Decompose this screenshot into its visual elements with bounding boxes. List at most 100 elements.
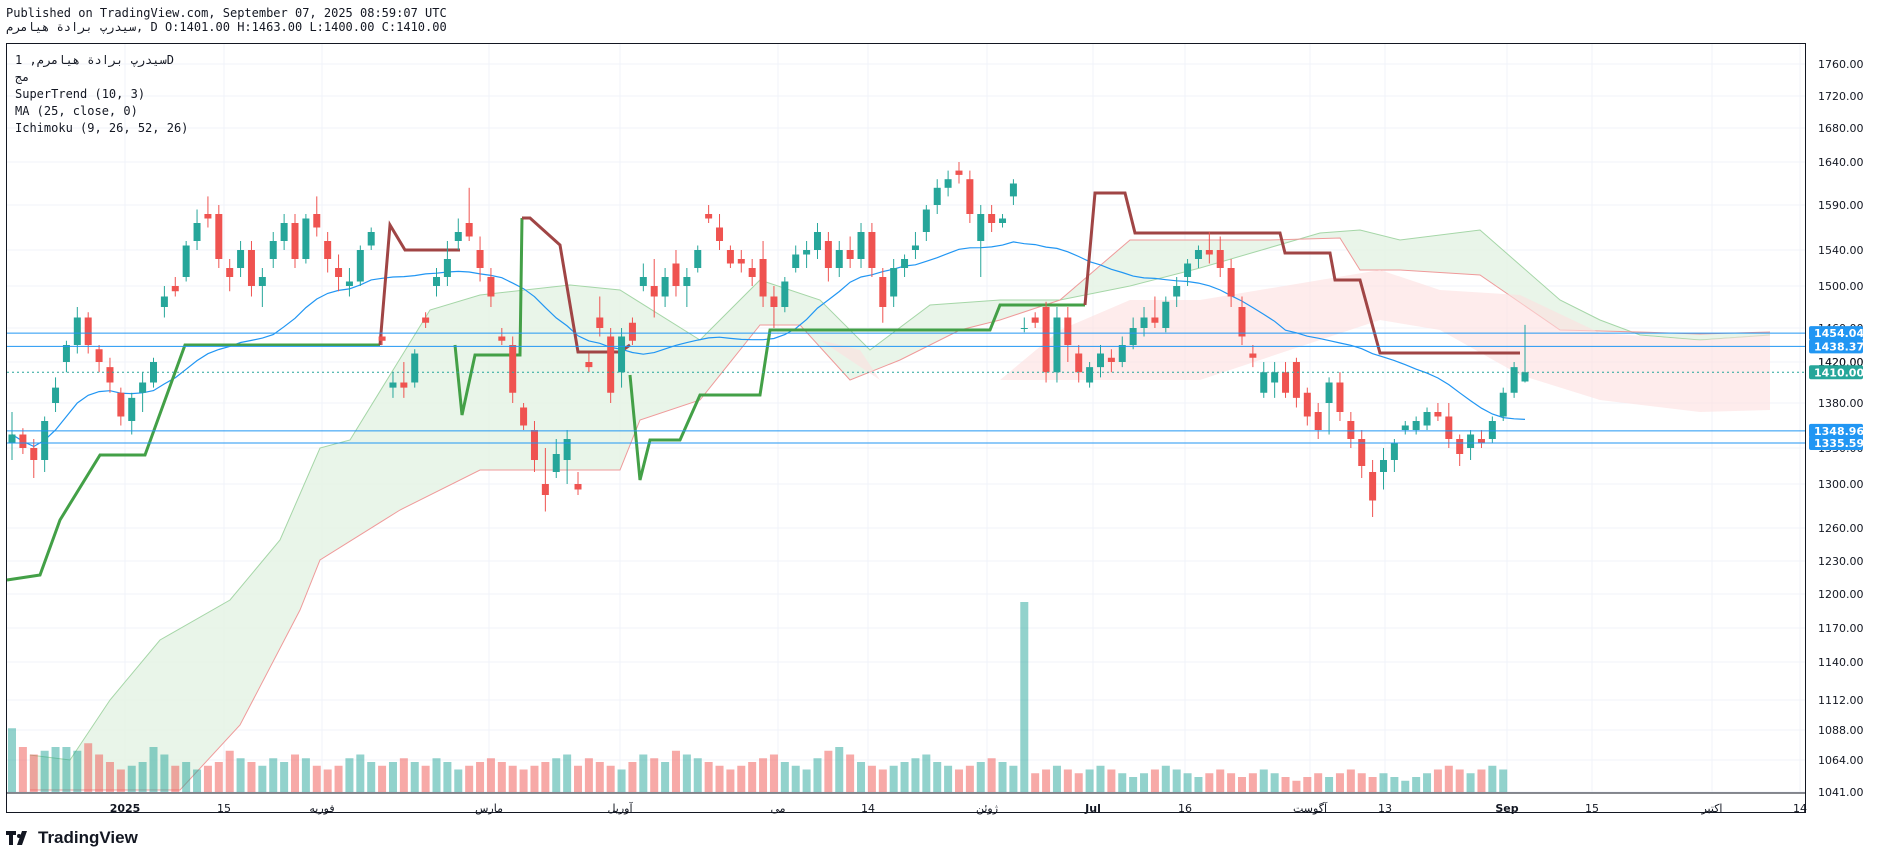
candle xyxy=(335,254,343,292)
candle xyxy=(433,268,441,297)
candle xyxy=(803,241,811,268)
candle xyxy=(378,332,386,345)
y-tick-label: 1720.00 xyxy=(1818,90,1864,103)
y-axis: 1760.00 1720.00 1680.00 1640.00 1590.00 1540.… xyxy=(1818,58,1864,799)
candle xyxy=(672,250,680,297)
candle-body xyxy=(487,277,495,297)
candle xyxy=(1292,357,1300,408)
candle xyxy=(759,241,767,307)
volume-bar xyxy=(1281,777,1290,792)
volume-bar xyxy=(1401,780,1410,792)
price-label-bg xyxy=(1809,365,1863,380)
volume-bar xyxy=(639,754,648,792)
volume-bar xyxy=(1020,602,1029,792)
candle xyxy=(1314,403,1322,439)
candle xyxy=(1358,430,1366,478)
volume-bar xyxy=(867,765,876,792)
legend-symbol[interactable]: سیدرپ برادة هیامرم, 1D xyxy=(15,53,174,67)
candle xyxy=(1477,430,1485,448)
candle-body xyxy=(1031,317,1039,323)
candle xyxy=(639,263,647,292)
candle-body xyxy=(128,397,136,421)
volume-bar xyxy=(748,762,757,792)
candle xyxy=(1456,434,1464,466)
volume-bar xyxy=(944,765,953,792)
volume-bar xyxy=(519,769,528,792)
candle-body xyxy=(759,259,767,297)
candle xyxy=(171,277,179,297)
candle xyxy=(683,268,691,307)
candle-body xyxy=(41,421,49,460)
candle-body xyxy=(541,484,549,495)
volume-bar xyxy=(410,762,419,792)
volume-bar xyxy=(813,758,822,792)
volume-bar xyxy=(628,762,637,792)
candle xyxy=(813,223,821,259)
candle-body xyxy=(955,170,963,175)
candle xyxy=(901,254,909,277)
candle-body xyxy=(378,336,386,341)
y-tick-label: 1112.00 xyxy=(1818,694,1864,707)
candle xyxy=(1107,349,1115,373)
candle xyxy=(422,312,430,328)
volume-bar xyxy=(595,762,604,792)
volume-bar xyxy=(998,762,1007,792)
candle xyxy=(247,241,255,297)
tradingview-logo[interactable]: TradingView xyxy=(6,828,138,848)
candle-body xyxy=(803,250,811,255)
volume-bar xyxy=(486,758,495,792)
candle-body xyxy=(1096,353,1104,368)
candle xyxy=(226,259,234,292)
candle xyxy=(890,259,898,307)
volume-bar xyxy=(1096,765,1105,792)
candle-body xyxy=(1423,412,1431,426)
candle-body xyxy=(1173,286,1181,297)
candle-body xyxy=(182,245,190,277)
candle-body xyxy=(1129,328,1137,345)
candle-body xyxy=(73,317,81,345)
candle-body xyxy=(824,241,832,268)
volume-bar xyxy=(846,754,855,792)
candle xyxy=(1336,372,1344,421)
candle-body xyxy=(726,250,734,264)
candle-body xyxy=(585,362,593,368)
volume-bar xyxy=(193,769,202,792)
candle xyxy=(1412,416,1420,435)
y-tick-label: 1200.00 xyxy=(1818,588,1864,601)
candle-body xyxy=(1510,367,1518,393)
legend-ichimoku[interactable]: Ichimoku (9, 26, 52, 26) xyxy=(15,121,189,135)
candle xyxy=(1020,317,1028,333)
volume-bar xyxy=(1379,773,1388,792)
candle-body xyxy=(95,349,103,362)
chart-legend: سیدرپ برادة هیامرم, 1D مج SuperTrend (10… xyxy=(15,52,188,137)
x-tick-label: Sep xyxy=(1495,802,1518,815)
candle xyxy=(618,328,626,388)
volume-bar xyxy=(1063,769,1072,792)
volume-bar xyxy=(378,765,387,792)
candle xyxy=(944,170,952,197)
volume-bar xyxy=(574,765,583,792)
candle-body xyxy=(890,268,898,297)
volume-bar xyxy=(1074,773,1083,792)
candle xyxy=(596,296,604,337)
candle-body xyxy=(1249,353,1257,358)
volume-bar xyxy=(1227,773,1236,792)
candle xyxy=(128,392,136,435)
volume-bar xyxy=(1009,765,1018,792)
x-tick-label: 13 xyxy=(1378,802,1392,815)
candle-body xyxy=(716,227,724,241)
volume-bar xyxy=(149,747,158,792)
legend-supertrend[interactable]: SuperTrend (10, 3) xyxy=(15,87,146,101)
candle-body xyxy=(1020,328,1028,329)
candle xyxy=(73,307,81,354)
candle xyxy=(454,218,462,250)
legend-ma[interactable]: MA (25, close, 0) xyxy=(15,104,138,118)
volume-bar xyxy=(1161,765,1170,792)
candle-body xyxy=(628,322,636,341)
volume-bar xyxy=(1129,777,1138,792)
x-tick-label: آگوست xyxy=(1293,801,1328,815)
volume-bar xyxy=(976,762,985,792)
candle-body xyxy=(1075,353,1083,373)
candle-body xyxy=(324,241,332,259)
